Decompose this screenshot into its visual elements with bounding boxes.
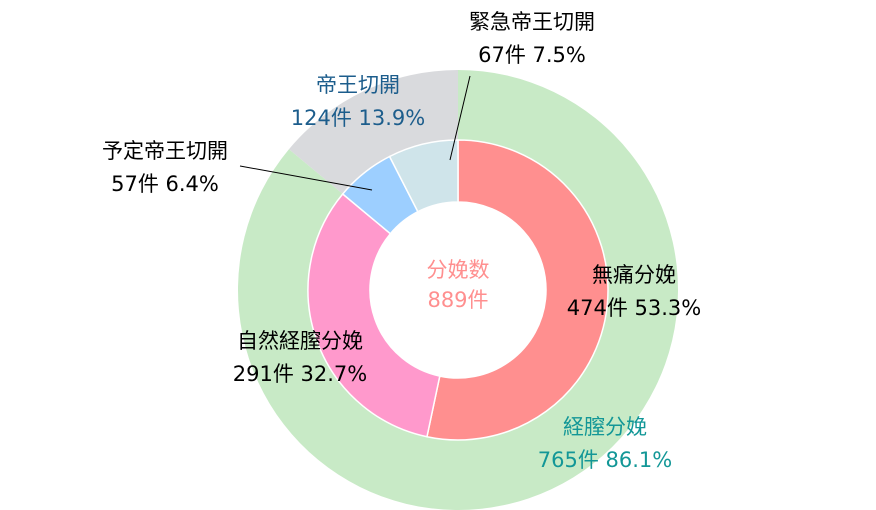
slice-value-label: 67件 7.5%	[478, 43, 586, 67]
slice-value-label: 474件 53.3%	[567, 296, 701, 320]
donut-slice	[307, 192, 441, 438]
donut-slice	[388, 139, 459, 213]
donut-slice	[288, 70, 458, 195]
donut-slice	[426, 139, 609, 441]
slice-label: 自然経膣分娩	[237, 329, 363, 353]
slice-label: 予定帝王切開	[102, 139, 228, 163]
slice-label: 緊急帝王切開	[469, 10, 595, 34]
slice-label: 経膣分娩	[563, 415, 647, 439]
leader-line	[239, 165, 373, 191]
slice-value-label: 291件 32.7%	[233, 362, 367, 386]
leader-line	[449, 75, 471, 161]
center-total: 889件	[427, 288, 488, 312]
slice-value-label: 124件 13.9%	[291, 106, 425, 130]
slice-value-label: 765件 86.1%	[538, 448, 672, 472]
slice-value-label: 57件 6.4%	[111, 172, 219, 196]
donut-slice	[238, 70, 678, 510]
center-title: 分娩数	[427, 258, 490, 282]
slice-label: 無痛分娩	[592, 263, 676, 287]
slice-label: 帝王切開	[316, 73, 400, 97]
